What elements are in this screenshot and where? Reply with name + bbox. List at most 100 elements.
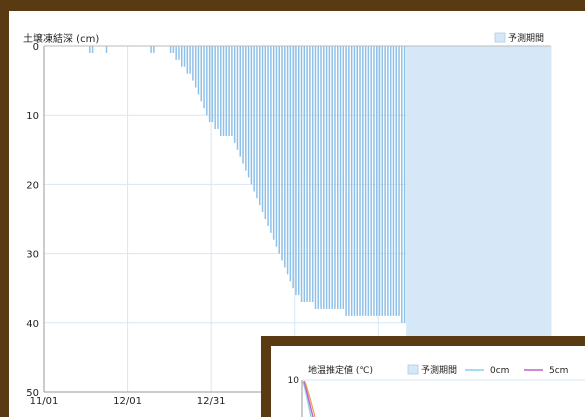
frost-depth-bar bbox=[292, 46, 294, 289]
series-0cm-line bbox=[302, 381, 312, 417]
frost-depth-bar bbox=[378, 46, 381, 316]
frost-depth-bar bbox=[289, 46, 292, 282]
frost-depth-bar bbox=[401, 46, 403, 323]
frost-depth-bar bbox=[389, 46, 392, 316]
frost-depth-bar bbox=[153, 46, 155, 53]
forecast-legend-swatch bbox=[494, 32, 506, 43]
frost-depth-bar bbox=[317, 46, 319, 309]
legend-5cm-label: 5cm bbox=[549, 366, 568, 376]
frost-depth-bar bbox=[200, 46, 202, 102]
frost-depth-bar bbox=[181, 46, 183, 67]
frost-depth-bar bbox=[256, 46, 258, 199]
frost-depth-bar bbox=[247, 46, 250, 178]
frost-depth-bar bbox=[208, 46, 211, 123]
frost-depth-bar bbox=[245, 46, 247, 171]
frost-depth-bar bbox=[309, 46, 311, 303]
frost-depth-bar bbox=[189, 46, 191, 74]
frost-depth-bar bbox=[150, 46, 152, 53]
frost-depth-bar bbox=[172, 46, 175, 53]
frost-depth-bar bbox=[169, 46, 172, 53]
frost-depth-bar bbox=[178, 46, 180, 60]
frost-depth-bar bbox=[186, 46, 189, 74]
x-tick-label: 11/01 bbox=[30, 396, 59, 407]
frost-depth-bar bbox=[220, 46, 222, 136]
frost-depth-bar bbox=[370, 46, 372, 316]
frost-depth-bar bbox=[362, 46, 364, 316]
frost-depth-bar bbox=[194, 46, 197, 88]
frost-depth-bar bbox=[306, 46, 308, 303]
frost-depth-bar bbox=[267, 46, 269, 226]
series-5cm-line bbox=[303, 380, 314, 417]
frost-depth-bar bbox=[337, 46, 339, 309]
frost-depth-bar bbox=[203, 46, 205, 109]
frost-depth-bar bbox=[398, 46, 400, 316]
legend-0cm-label: 0cm bbox=[490, 366, 509, 376]
frost-depth-bar bbox=[320, 46, 322, 309]
forecast-period-region bbox=[406, 46, 551, 392]
frost-depth-bar bbox=[91, 46, 94, 53]
frost-depth-bar bbox=[295, 46, 297, 296]
y-tick-label: 50 bbox=[26, 388, 39, 399]
frost-depth-bar bbox=[264, 46, 267, 219]
soil-temperature-chart: 地温推定値 (℃) 予測期間 0cm 5cm 10 bbox=[271, 346, 585, 417]
frost-depth-bar bbox=[367, 46, 370, 316]
frost-depth-bar bbox=[286, 46, 289, 275]
x-tick-label: 12/01 bbox=[113, 396, 142, 407]
frost-depth-bar bbox=[300, 46, 303, 303]
frost-depth-bar bbox=[89, 46, 91, 53]
frost-depth-bar bbox=[342, 46, 345, 309]
frost-depth-bar bbox=[272, 46, 275, 240]
frost-depth-bar bbox=[359, 46, 361, 316]
frost-depth-bar bbox=[356, 46, 358, 316]
frost-depth-bar bbox=[392, 46, 395, 316]
frost-depth-bar bbox=[278, 46, 280, 254]
frost-depth-bar bbox=[105, 46, 108, 53]
frost-depth-bar bbox=[331, 46, 333, 309]
frost-depth-bar bbox=[345, 46, 347, 316]
y-tick-label: 30 bbox=[26, 250, 39, 261]
frost-depth-bar bbox=[231, 46, 233, 136]
frost-depth-bar bbox=[376, 46, 378, 316]
inset-forecast-swatch bbox=[407, 364, 419, 375]
frost-depth-bar bbox=[225, 46, 228, 136]
x-tick-label: 12/31 bbox=[197, 396, 226, 407]
frost-depth-bar bbox=[339, 46, 342, 309]
frost-depth-bar bbox=[328, 46, 331, 309]
frost-depth-bar bbox=[259, 46, 261, 206]
forecast-legend-label: 予測期間 bbox=[508, 32, 544, 44]
y-tick-label: 10 bbox=[26, 111, 39, 122]
frost-depth-bar bbox=[298, 46, 300, 296]
inset-ytick-label: 10 bbox=[288, 376, 300, 386]
soil-temperature-svg: 地温推定値 (℃) 予測期間 0cm 5cm 10 bbox=[288, 364, 585, 417]
inset-forecast-label: 予測期間 bbox=[421, 364, 457, 376]
frost-depth-bar bbox=[403, 46, 406, 323]
frost-depth-bar bbox=[250, 46, 253, 185]
frost-depth-bar bbox=[222, 46, 225, 136]
frost-depth-bar bbox=[211, 46, 214, 123]
frost-depth-bar bbox=[233, 46, 236, 143]
frost-depth-bar bbox=[350, 46, 353, 316]
y-tick-label: 20 bbox=[26, 180, 39, 191]
frost-depth-bar bbox=[395, 46, 397, 316]
frost-depth-bar bbox=[239, 46, 241, 157]
chart-title: 土壌凍結深 (cm) bbox=[23, 32, 99, 45]
frost-depth-bar bbox=[381, 46, 384, 316]
frost-depth-bar bbox=[192, 46, 194, 81]
frost-depth-bar bbox=[183, 46, 186, 67]
y-tick-label: 0 bbox=[33, 42, 39, 53]
frost-depth-bar bbox=[303, 46, 306, 303]
frost-depth-bar bbox=[348, 46, 350, 316]
frost-depth-bar bbox=[270, 46, 272, 233]
y-tick-label: 40 bbox=[26, 319, 39, 330]
frost-depth-bar bbox=[284, 46, 286, 268]
frost-depth-bar bbox=[242, 46, 244, 164]
frost-depth-bar bbox=[323, 46, 325, 309]
frost-depth-bar bbox=[384, 46, 386, 316]
frost-depth-bar bbox=[206, 46, 208, 116]
frost-depth-bar bbox=[353, 46, 356, 316]
frost-depth-bar bbox=[325, 46, 328, 309]
frost-depth-bar bbox=[236, 46, 239, 150]
inset-chart-title: 地温推定値 (℃) bbox=[308, 364, 373, 376]
frost-depth-bar bbox=[214, 46, 216, 130]
